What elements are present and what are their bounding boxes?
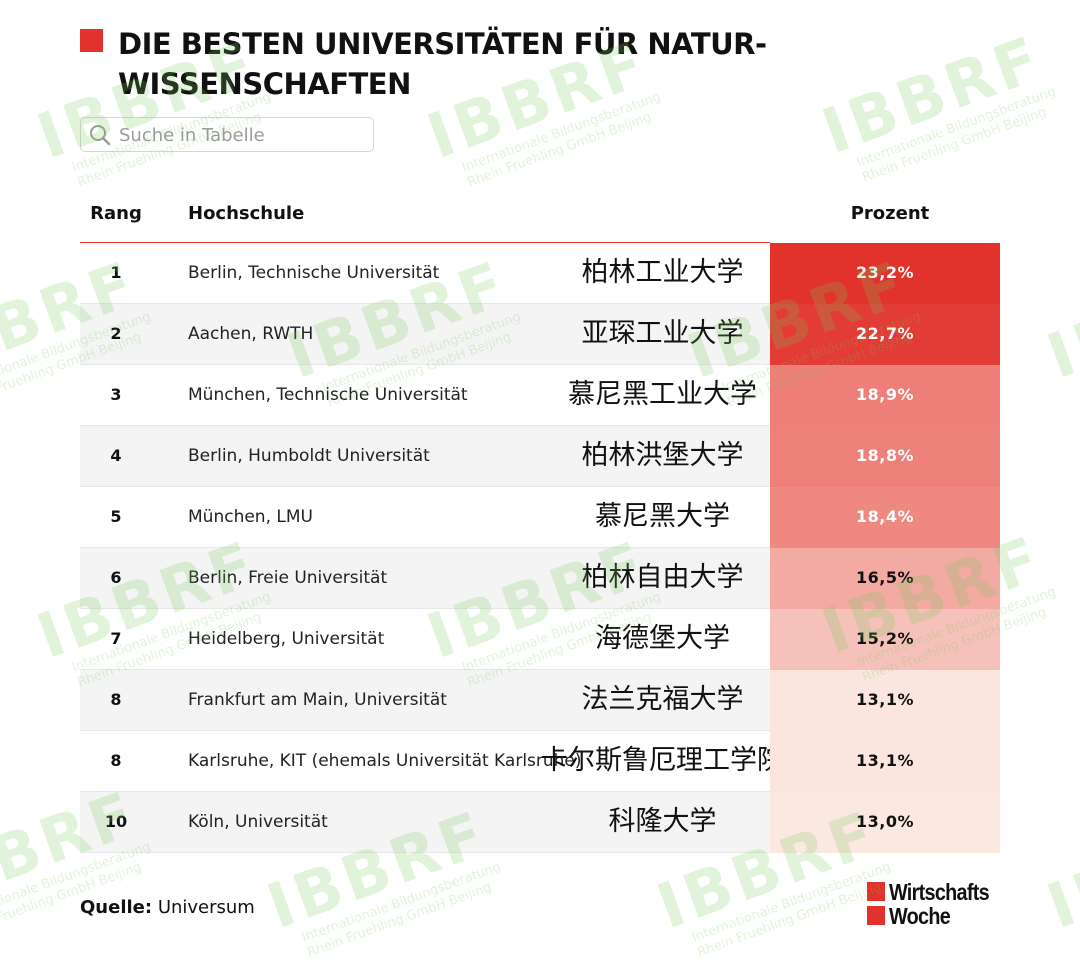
school-cell: Berlin, Freie Universität [188, 548, 387, 608]
percent-cell: 18,8% [770, 426, 1000, 487]
school-cell: Aachen, RWTH [188, 304, 313, 364]
wirtschaftswoche-logo: Wirtschafts Woche [867, 880, 1007, 928]
percent-cell: 23,2% [770, 243, 1000, 304]
percent-cell: 16,5% [770, 548, 1000, 609]
percent-cell: 13,1% [770, 670, 1000, 731]
logo-square-top [867, 882, 885, 901]
rank-cell: 1 [80, 243, 152, 303]
school-cell: München, Technische Universität [188, 365, 468, 425]
watermark-line2: Rhein Fruehling GmbH Beijing [860, 99, 1063, 186]
watermark-line1: Internationale Bildungsberatung [300, 859, 503, 946]
rank-cell: 7 [80, 609, 152, 669]
school-cell: Frankfurt am Main, Universität [188, 670, 447, 730]
source-note: Quelle: Universum [80, 897, 255, 918]
percent-cell: 15,2% [770, 609, 1000, 670]
watermark-line2: Rhein Fruehling GmbH Beijing [305, 874, 508, 961]
school-cell: München, LMU [188, 487, 313, 547]
watermark-logo: IBBRF [1040, 801, 1080, 938]
column-header-rank[interactable]: Rang [80, 203, 152, 224]
search-icon [89, 124, 111, 146]
rank-cell: 3 [80, 365, 152, 425]
column-header-percent[interactable]: Prozent [770, 203, 1010, 224]
school-cell: Berlin, Humboldt Universität [188, 426, 430, 486]
rank-cell: 2 [80, 304, 152, 364]
percent-cell: 18,4% [770, 487, 1000, 548]
page-title: DIE BESTEN UNIVERSITÄTEN FÜR NATUR-WISSE… [118, 24, 840, 104]
rank-cell: 4 [80, 426, 152, 486]
watermark-logo: IBBRF [815, 26, 1053, 163]
watermark-line1: Internationale Bildungsberatung [690, 859, 893, 946]
title-block: DIE BESTEN UNIVERSITÄTEN FÜR NATUR-WISSE… [80, 24, 840, 104]
school-cell: Köln, Universität [188, 792, 328, 852]
percent-cell: 22,7% [770, 304, 1000, 365]
title-accent-square [80, 29, 103, 52]
rank-cell: 8 [80, 670, 152, 730]
rank-cell: 5 [80, 487, 152, 547]
watermark-logo: IBBRF [1040, 251, 1080, 388]
source-value: Universum [158, 897, 255, 918]
watermark-line1: Internationale Bildungsberatung [855, 84, 1058, 171]
source-label: Quelle: [80, 897, 152, 918]
school-cell: Berlin, Technische Universität [188, 243, 439, 303]
rank-cell: 8 [80, 731, 152, 791]
percent-cell: 13,1% [770, 731, 1000, 792]
logo-text-line2: Woche [889, 904, 950, 928]
logo-text-line1: Wirtschafts [889, 880, 989, 904]
school-cell: Heidelberg, Universität [188, 609, 384, 669]
rank-cell: 6 [80, 548, 152, 608]
percent-cell: 18,9% [770, 365, 1000, 426]
logo-square-bottom [867, 906, 885, 925]
watermark-line2: Rhein Fruehling GmbH Beijing [465, 104, 668, 191]
table-search[interactable] [80, 117, 374, 152]
percent-cell: 13,0% [770, 792, 1000, 853]
rank-cell: 10 [80, 792, 152, 852]
search-input[interactable] [119, 122, 364, 148]
column-header-school[interactable]: Hochschule [188, 203, 304, 224]
